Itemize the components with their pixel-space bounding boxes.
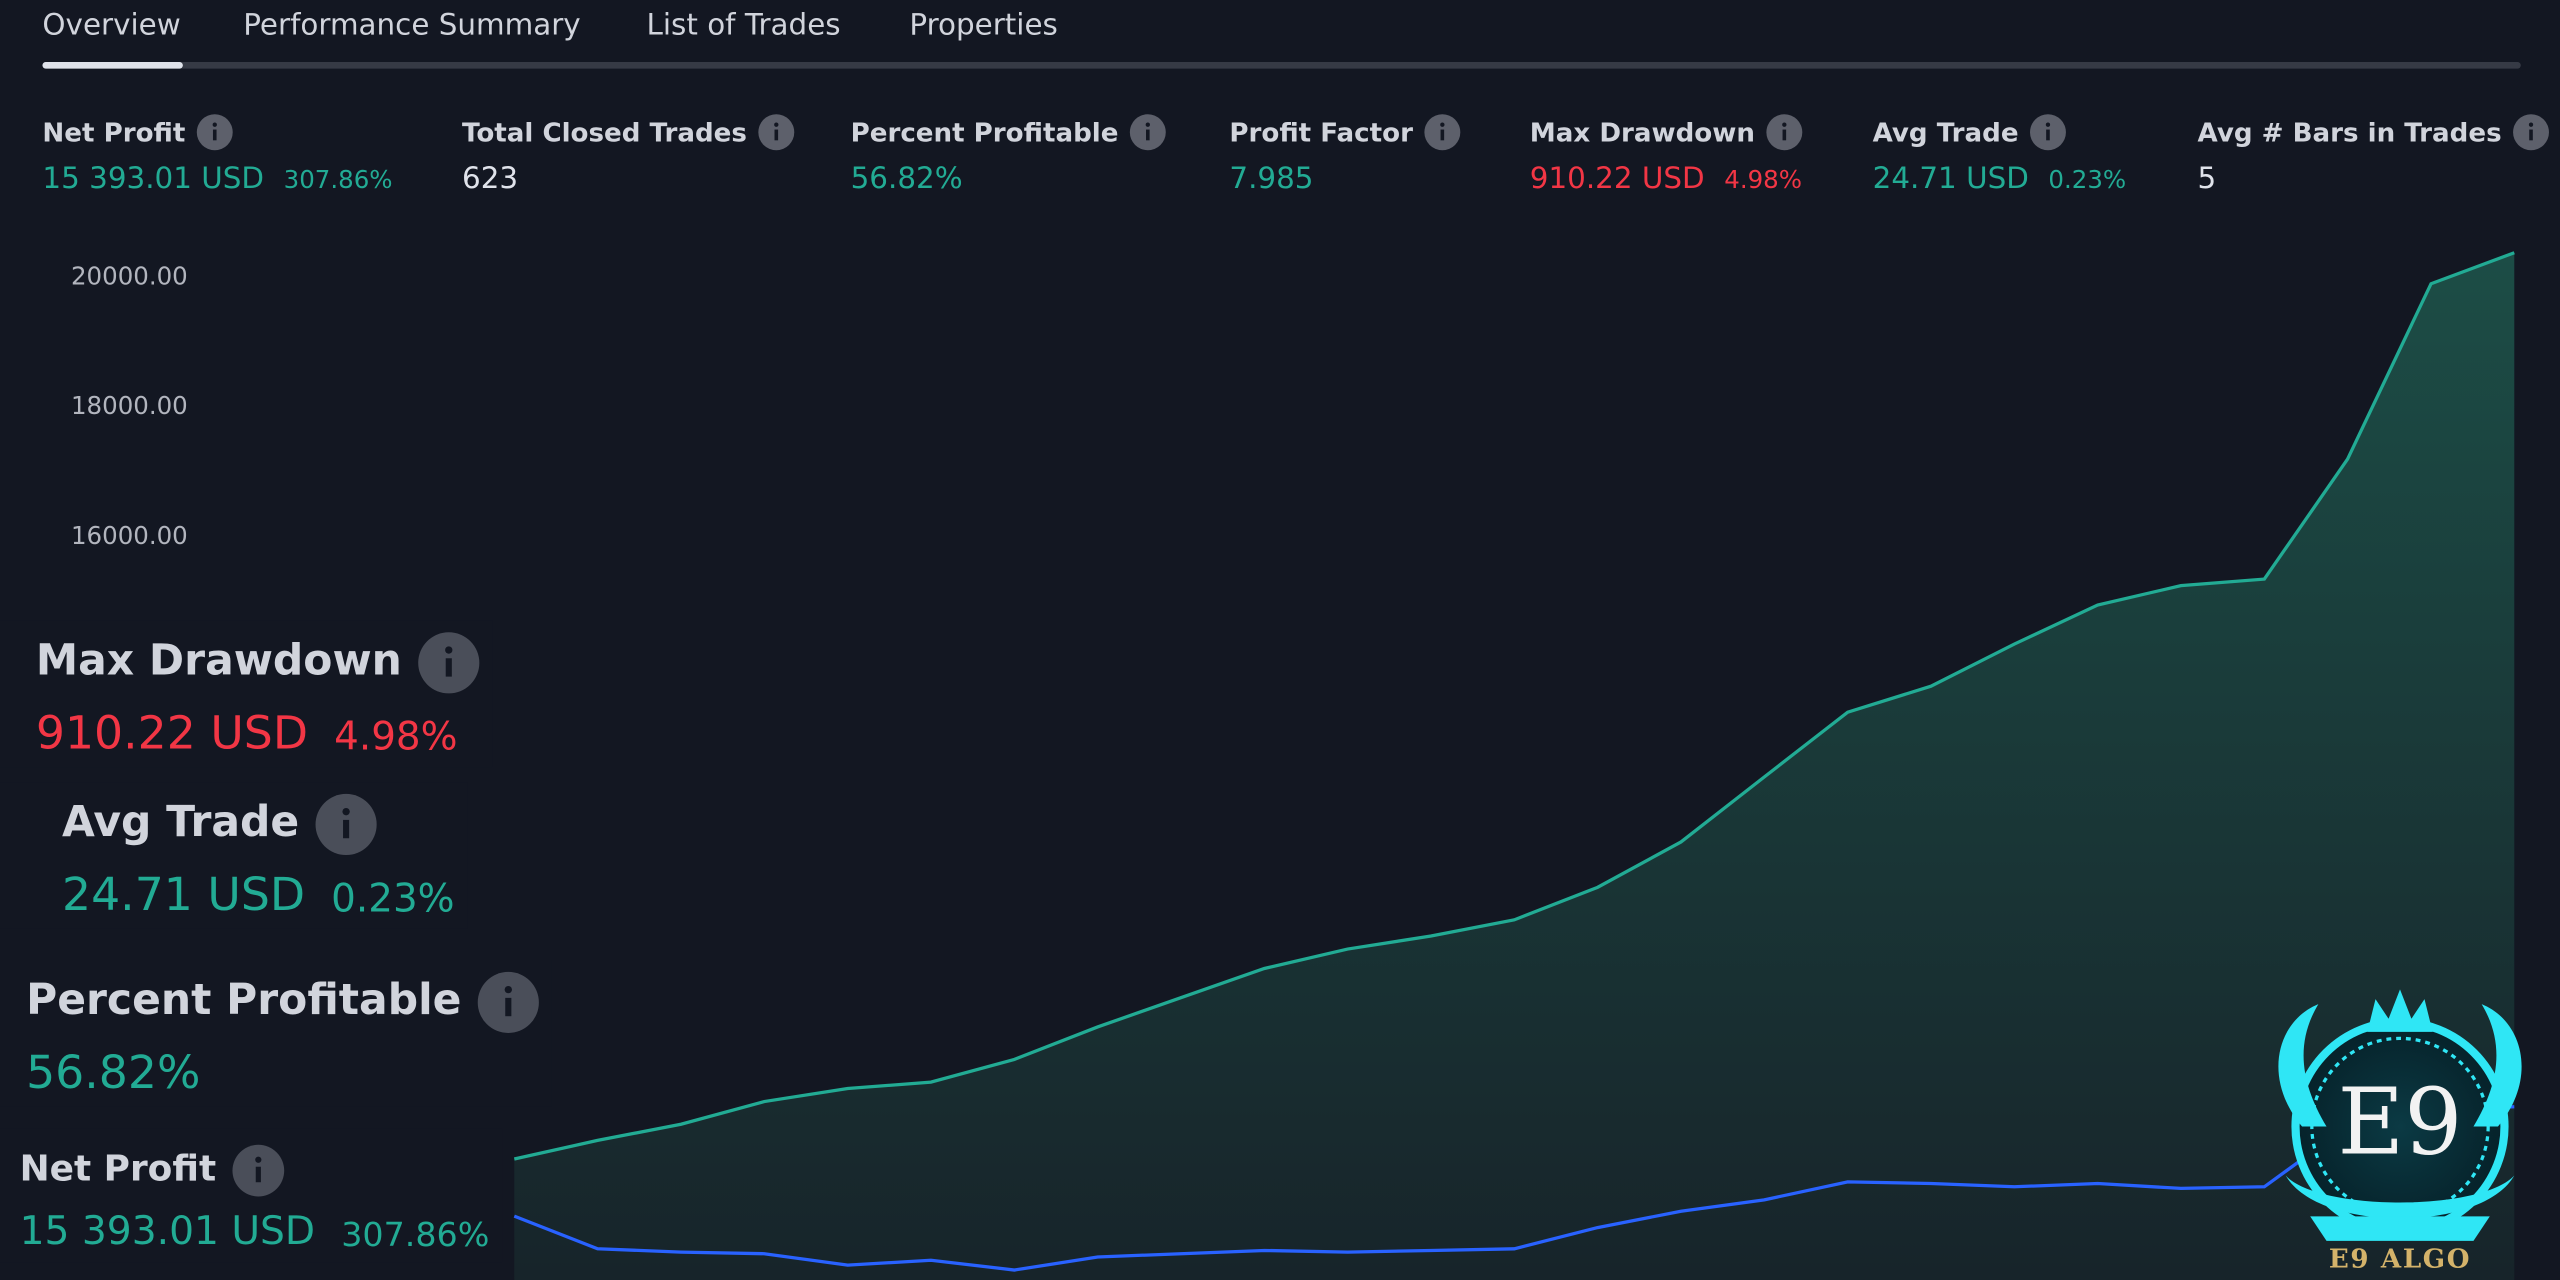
card-background	[0, 782, 468, 929]
tab[interactable]: List of Trades	[647, 8, 841, 42]
stat-label: Max Drawdown	[1530, 118, 1755, 148]
card-label: Percent Profitable	[26, 976, 461, 1025]
logo-crown	[2367, 989, 2433, 1032]
info-dot	[1145, 122, 1150, 127]
info-stem	[445, 658, 452, 677]
y-tick-label: 20000.00	[71, 261, 188, 290]
stat-label: Avg # Bars in Trades	[2198, 118, 2502, 148]
info-dot	[445, 646, 453, 654]
stat-label: Profit Factor	[1229, 118, 1413, 148]
card-percent: 4.98%	[334, 715, 457, 760]
card-value: 910.22 USD	[36, 706, 308, 759]
stat-label: Avg Trade	[1873, 118, 2019, 148]
info-icon[interactable]	[2513, 114, 2549, 151]
logo-monogram: E9	[2338, 1069, 2463, 1176]
stat-value: 910.22 USD	[1530, 161, 1705, 195]
info-icon[interactable]	[477, 971, 539, 1034]
info-icon[interactable]	[2030, 114, 2066, 151]
info-dot	[2045, 122, 2051, 127]
logo: E9 E9 ALGO	[2278, 989, 2522, 1274]
stat-label: Percent Profitable	[851, 118, 1119, 148]
info-icon[interactable]	[315, 793, 377, 856]
stat-value: 15 393.01 USD	[42, 161, 264, 195]
y-tick-label: 16000.00	[71, 521, 188, 550]
info-stem	[212, 129, 217, 141]
zoomed-stats: Max Drawdown 910.22 USD 4.98% Avg Trade 24.7…	[0, 620, 552, 1263]
info-stem	[1782, 129, 1787, 141]
info-dot	[504, 985, 512, 994]
card-value: 56.82%	[26, 1046, 200, 1099]
info-icon[interactable]	[232, 1144, 285, 1197]
info-icon[interactable]	[758, 114, 795, 151]
stat-percent: 4.98%	[1724, 165, 1802, 194]
stat-value: 7.985	[1229, 161, 1313, 195]
info-dot	[774, 122, 779, 127]
info-stem	[1146, 129, 1150, 141]
info-dot	[1782, 122, 1787, 127]
info-icon[interactable]	[1129, 114, 1166, 151]
stat-percent: 307.86%	[284, 165, 393, 194]
equity-chart: 16000.00 18000.00 20000.00	[71, 251, 2515, 1280]
tab-indicator	[42, 62, 183, 69]
info-dot	[342, 807, 350, 816]
card-background	[0, 620, 493, 768]
info-dot	[1440, 122, 1445, 127]
info-stem	[2529, 129, 2533, 141]
tab-bar: Overview Performance Summary List of Trade…	[42, 8, 1057, 42]
info-icon[interactable]	[418, 632, 480, 694]
stat-value: 56.82%	[851, 161, 963, 195]
equity-line	[513, 251, 2515, 1161]
card-value: 24.71 USD	[62, 868, 305, 921]
tab[interactable]: Performance Summary	[243, 8, 580, 42]
card-label: Max Drawdown	[36, 636, 402, 685]
equity-area	[514, 252, 2515, 1280]
card-label: Net Profit	[20, 1149, 217, 1190]
info-stem	[343, 819, 350, 839]
info-stem	[255, 1166, 261, 1183]
info-stem	[505, 997, 512, 1017]
info-icon[interactable]	[1766, 114, 1803, 151]
logo-swirl	[2285, 1175, 2515, 1219]
info-stem	[774, 129, 779, 141]
info-dot	[2528, 122, 2534, 127]
stat-value: 5	[2198, 161, 2217, 195]
logo-caption: E9 ALGO	[2329, 1243, 2471, 1274]
info-dot	[255, 1156, 262, 1163]
y-tick-label: 18000.00	[71, 391, 188, 420]
tab-track	[42, 62, 2521, 69]
buy-hold-line	[513, 1105, 2515, 1272]
card-label: Avg Trade	[62, 798, 299, 847]
stat-percent: 0.23%	[2048, 165, 2126, 194]
stat-value: 24.71 USD	[1873, 161, 2029, 195]
card-percent: 0.23%	[331, 876, 454, 921]
info-stem	[1440, 129, 1445, 141]
tab[interactable]: Overview	[42, 8, 180, 42]
card-value: 15 393.01 USD	[20, 1209, 316, 1254]
stats-header: Net Profit 15 393.01 USD 307.86% Total Clos…	[42, 114, 2549, 195]
info-icon[interactable]	[1424, 114, 1461, 151]
tab[interactable]: Properties	[909, 8, 1057, 42]
info-stem	[2046, 129, 2050, 141]
logo-leaves	[2278, 1004, 2522, 1127]
logo-banner	[2310, 1216, 2490, 1241]
info-icon[interactable]	[196, 114, 233, 151]
stat-value: 623	[462, 161, 518, 195]
stat-label: Total Closed Trades	[462, 118, 747, 148]
info-dot	[212, 122, 217, 127]
card-percent: 307.86%	[341, 1215, 489, 1254]
stat-label: Net Profit	[42, 118, 185, 148]
card-background	[0, 960, 552, 1107]
